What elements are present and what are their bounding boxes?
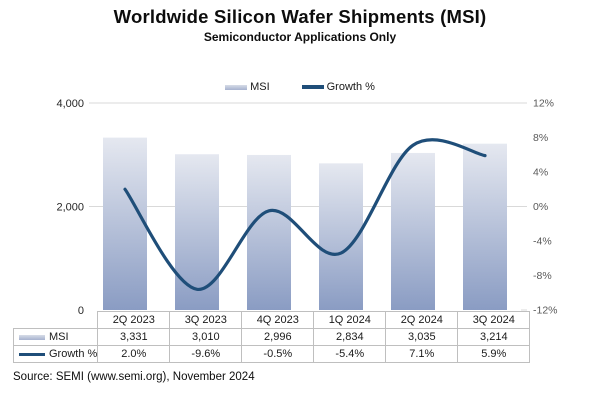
series-row-label: MSI — [12, 328, 99, 346]
left-axis-tick-label: 4,000 — [56, 98, 84, 110]
series-value-cell: 7.1% — [385, 345, 459, 363]
chart-title: Worldwide Silicon Wafer Shipments (MSI) — [113, 6, 487, 27]
series-value-cell: -0.5% — [241, 345, 315, 363]
chart-subtitle: Semiconductor Applications Only — [203, 30, 397, 44]
legend-item-msi: MSI — [225, 81, 270, 93]
series-row-label: Growth % — [12, 345, 99, 363]
category-header-cell: 2Q 2024 — [385, 311, 459, 329]
right-axis-tick-label: -8% — [533, 270, 552, 282]
msi-bar — [103, 137, 147, 310]
series-value-cell: 2,996 — [241, 328, 315, 346]
left-axis-tick-label: 2,000 — [56, 202, 84, 214]
growth-line — [123, 138, 487, 291]
legend-item-growth: Growth % — [301, 81, 375, 93]
right-axis-tick-label: 8% — [533, 132, 548, 144]
series-value-cell: 3,331 — [97, 328, 171, 346]
series-value-cell: 5.9% — [457, 345, 531, 363]
chart-legend: MSI Growth % — [0, 81, 600, 93]
msi-legend-key-icon — [19, 334, 45, 340]
category-header-cell: 3Q 2024 — [457, 311, 531, 329]
series-value-cell: 2,834 — [313, 328, 387, 346]
series-value-cell: 3,010 — [169, 328, 243, 346]
msi-bar — [463, 143, 507, 310]
series-name: MSI — [49, 331, 69, 343]
right-axis-tick-label: -4% — [533, 236, 552, 248]
legend-label-growth: Growth % — [326, 81, 375, 93]
table-corner-spacer — [14, 312, 98, 329]
source-note: Source: SEMI (www.semi.org), November 20… — [13, 371, 255, 383]
chart-data-table: 2Q 2023 3Q 2023 4Q 2023 1Q 2024 2Q 2024 3Q 20… — [12, 311, 531, 363]
growth-legend-key-icon — [19, 352, 45, 356]
right-axis-tick-label: 4% — [533, 167, 548, 179]
msi-bar — [391, 152, 435, 310]
series-value-cell: -5.4% — [313, 345, 387, 363]
msi-bar — [175, 154, 219, 310]
series-value-cell: 2.0% — [97, 345, 171, 363]
msi-bar — [247, 154, 291, 310]
right-axis-tick-label: 0% — [533, 201, 548, 213]
series-value-cell: 3,214 — [457, 328, 531, 346]
series-row-label-inner: Growth % — [15, 348, 98, 360]
category-header-cell: 4Q 2023 — [241, 311, 315, 329]
category-header-cell: 1Q 2024 — [313, 311, 387, 329]
left-axis-tick-label: 0 — [78, 305, 84, 317]
legend-label-msi: MSI — [250, 81, 270, 93]
right-axis-tick-label: 12% — [533, 98, 554, 110]
right-axis-tick-label: -12% — [533, 305, 558, 317]
msi-bar-swatch-icon — [225, 84, 248, 90]
series-name: Growth % — [49, 348, 98, 360]
series-row-label-inner: MSI — [15, 331, 97, 343]
series-value-cell: 3,035 — [385, 328, 459, 346]
series-value-cell: -9.6% — [169, 345, 243, 363]
growth-line-swatch-icon — [301, 85, 324, 89]
category-header-cell: 2Q 2023 — [97, 311, 171, 329]
category-header-cell: 3Q 2023 — [169, 311, 243, 329]
